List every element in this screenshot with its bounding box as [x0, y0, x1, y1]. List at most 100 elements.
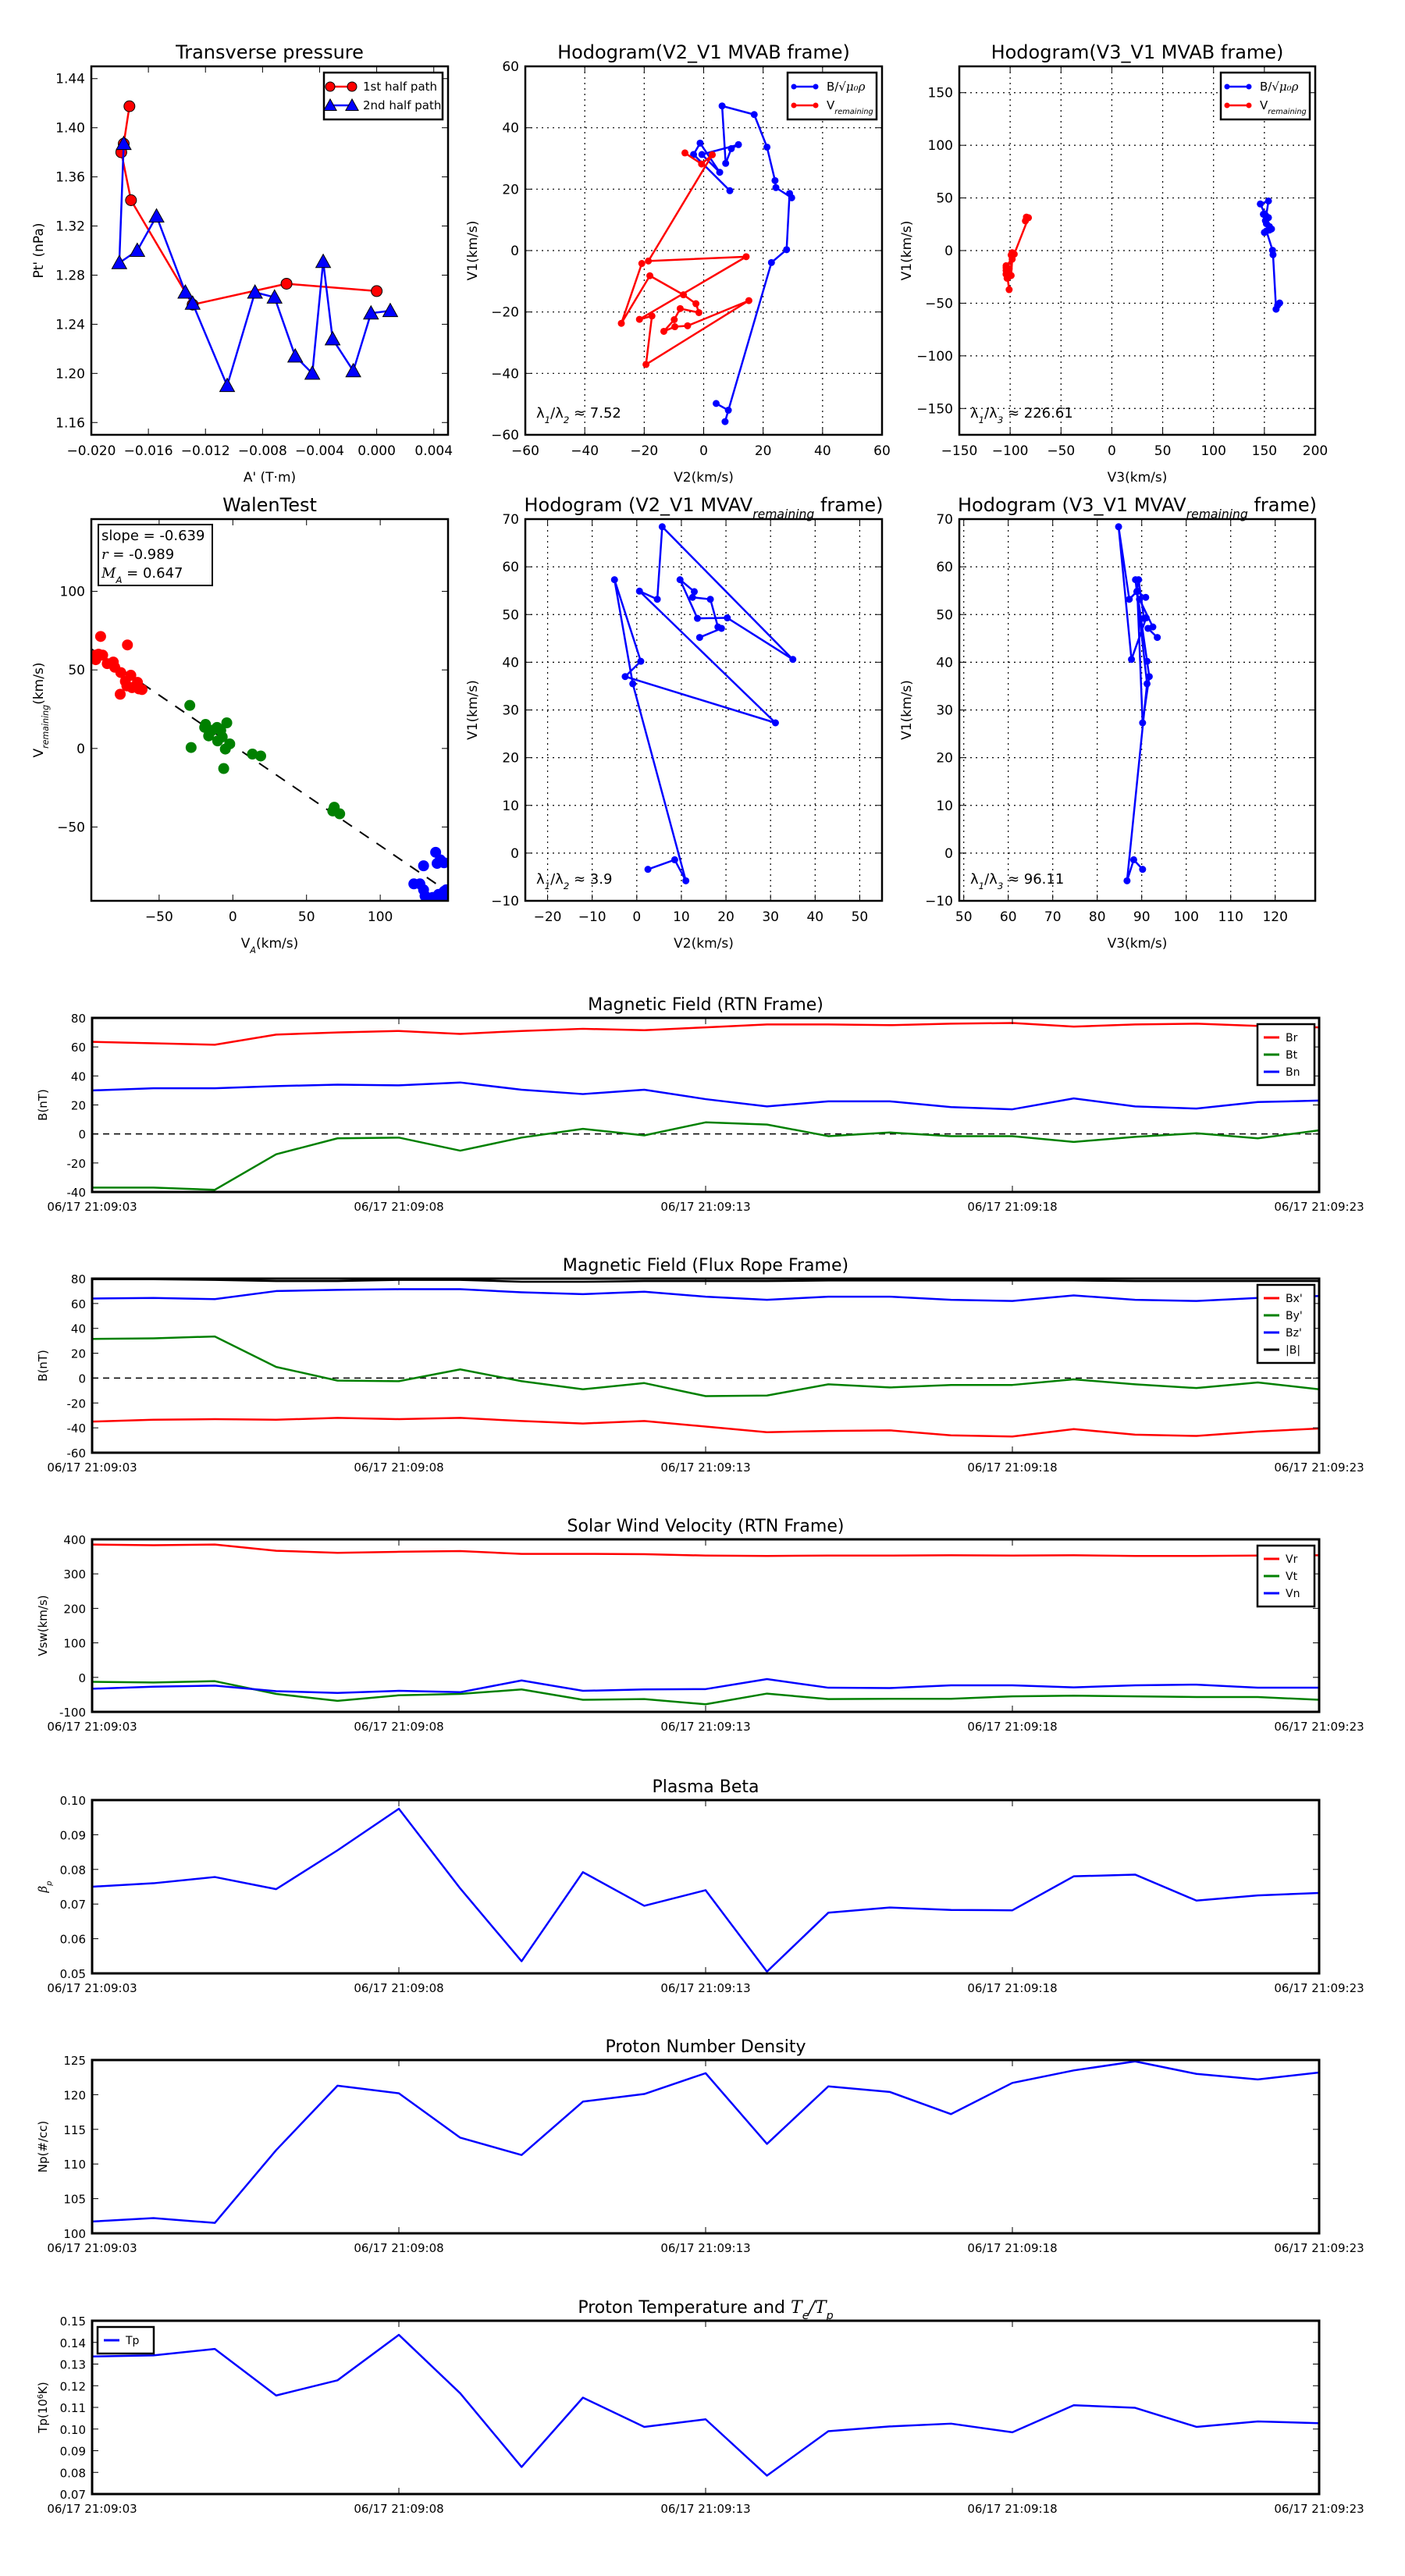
data-point	[212, 735, 223, 747]
data-point	[617, 319, 625, 327]
data-point	[1264, 214, 1272, 222]
x-tick-label: 06/17 21:09:23	[1274, 2241, 1364, 2255]
x-tick-label: 06/17 21:09:03	[47, 1720, 137, 1734]
legend-item: B/√μ₀ρ	[1224, 80, 1299, 94]
y-tick-label: 60	[502, 59, 519, 75]
text-segment: p	[45, 1881, 54, 1887]
y-tick-label: 0	[78, 1372, 86, 1386]
legend-item: Bz'	[1264, 1327, 1302, 1340]
text-segment: 2	[564, 415, 569, 425]
y-axis-label: Pt' (nPa)	[31, 223, 47, 279]
data-point	[645, 257, 653, 265]
text-segment: V	[31, 748, 47, 757]
data-point	[735, 141, 742, 148]
data-point	[684, 322, 692, 329]
x-axis-label: V2(km/s)	[674, 470, 734, 486]
data-point	[658, 523, 666, 531]
y-tick-label: 1.20	[55, 366, 85, 382]
x-tick-label: 40	[814, 443, 831, 459]
y-tick-label: −20	[491, 305, 519, 321]
plot-marks	[111, 100, 399, 393]
y-tick-label: 10	[502, 799, 519, 814]
data-point-triangle	[177, 284, 194, 299]
y-tick-label: 30	[936, 703, 953, 719]
data-point	[1264, 197, 1272, 205]
data-point	[136, 684, 148, 696]
data-point-triangle	[382, 302, 399, 318]
x-tick-label: 60	[873, 443, 891, 459]
text-segment: /	[807, 2298, 816, 2318]
text-segment: remaining	[1186, 507, 1248, 521]
text-segment: ≈ 3.9	[569, 871, 612, 888]
y-axis-label: V1(km/s)	[899, 221, 915, 281]
text-segment: 1	[979, 881, 984, 891]
y-tick-label: 1.24	[55, 317, 85, 333]
text-segment: /λ	[984, 405, 998, 422]
y-tick-label: 0.08	[60, 1863, 86, 1877]
y-tick-label: 40	[71, 1322, 86, 1336]
data-point	[763, 143, 771, 151]
data-point	[334, 808, 346, 820]
x-tick-label: −0.008	[238, 443, 287, 459]
legend-label: Bz'	[1286, 1327, 1302, 1340]
chart-title: Solar Wind Velocity (RTN Frame)	[567, 1517, 845, 1536]
y-tick-label: 50	[936, 191, 953, 207]
y-tick-label: 40	[71, 1069, 86, 1083]
data-point	[690, 151, 698, 158]
y-axis-label: V1(km/s)	[899, 680, 915, 740]
data-point	[670, 316, 678, 323]
y-tick-label: 150	[928, 86, 953, 101]
data-point	[681, 149, 689, 157]
ratio-annotation: λ1/λ3 ≈ 96.11	[970, 871, 1064, 891]
chart-title: Plasma Beta	[653, 1777, 759, 1797]
chart-title: Proton Temperature and Te/Tp	[578, 2298, 833, 2322]
data-point	[621, 673, 629, 681]
data-point	[280, 277, 293, 290]
text-segment: μ₀ρ	[846, 80, 866, 94]
y-tick-label: 0	[944, 846, 953, 862]
legend-label: Bt	[1286, 1049, 1298, 1062]
y-tick-label: 30	[502, 703, 519, 719]
x-tick-label: 50	[852, 909, 869, 925]
data-point-triangle	[247, 284, 263, 299]
y-tick-label: 50	[502, 607, 519, 623]
data-point	[247, 749, 258, 760]
x-tick-label: −0.012	[181, 443, 230, 459]
x-tick-label: 30	[762, 909, 779, 925]
data-point	[1262, 220, 1270, 228]
y-tick-label: 0.05	[60, 1967, 86, 1981]
x-tick-label: 06/17 21:09:18	[967, 1461, 1057, 1475]
chart-title: Magnetic Field (RTN Frame)	[588, 995, 823, 1015]
data-point	[698, 151, 706, 158]
x-tick-label: 06/17 21:09:23	[1274, 1981, 1364, 1995]
legend-label: Tp	[125, 2335, 140, 2347]
x-tick-label: 06/17 21:09:23	[1274, 1200, 1364, 1214]
stats-line: slope = -0.639	[101, 528, 205, 544]
legend: Tp	[96, 2325, 155, 2355]
data-point	[325, 81, 336, 92]
legend-item: Vremaining	[1224, 98, 1307, 116]
data-point	[706, 596, 714, 603]
text-segment: 3	[998, 881, 1003, 891]
x-tick-label: 20	[717, 909, 735, 925]
plot-marks	[92, 2333, 1319, 2477]
legend: B/√μ₀ρ Vremaining	[786, 71, 878, 121]
x-tick-label: 90	[1133, 909, 1151, 925]
x-tick-label: 0.000	[357, 443, 396, 459]
x-tick-label: 06/17 21:09:03	[47, 1981, 137, 1995]
plot-marks	[1115, 523, 1161, 884]
legend-label: B/√μ₀ρ	[827, 80, 866, 94]
x-tick-label: 06/17 21:09:23	[1274, 2502, 1364, 2516]
data-point	[1136, 596, 1144, 603]
data-point	[726, 187, 734, 194]
data-point	[671, 323, 679, 331]
y-tick-label: 0.07	[60, 1898, 86, 1912]
text-segment: V	[241, 936, 251, 952]
legend-label: 1st half path	[363, 80, 437, 94]
data-point	[94, 631, 106, 642]
y-tick-label: -100	[59, 1706, 86, 1720]
chart-solar-wind-velocity: 06/17 21:09:03 06/17 21:09:08 06/17 21:09:…	[36, 1517, 1364, 1734]
y-tick-label: 0.13	[60, 2358, 86, 2372]
data-point	[1139, 719, 1147, 727]
